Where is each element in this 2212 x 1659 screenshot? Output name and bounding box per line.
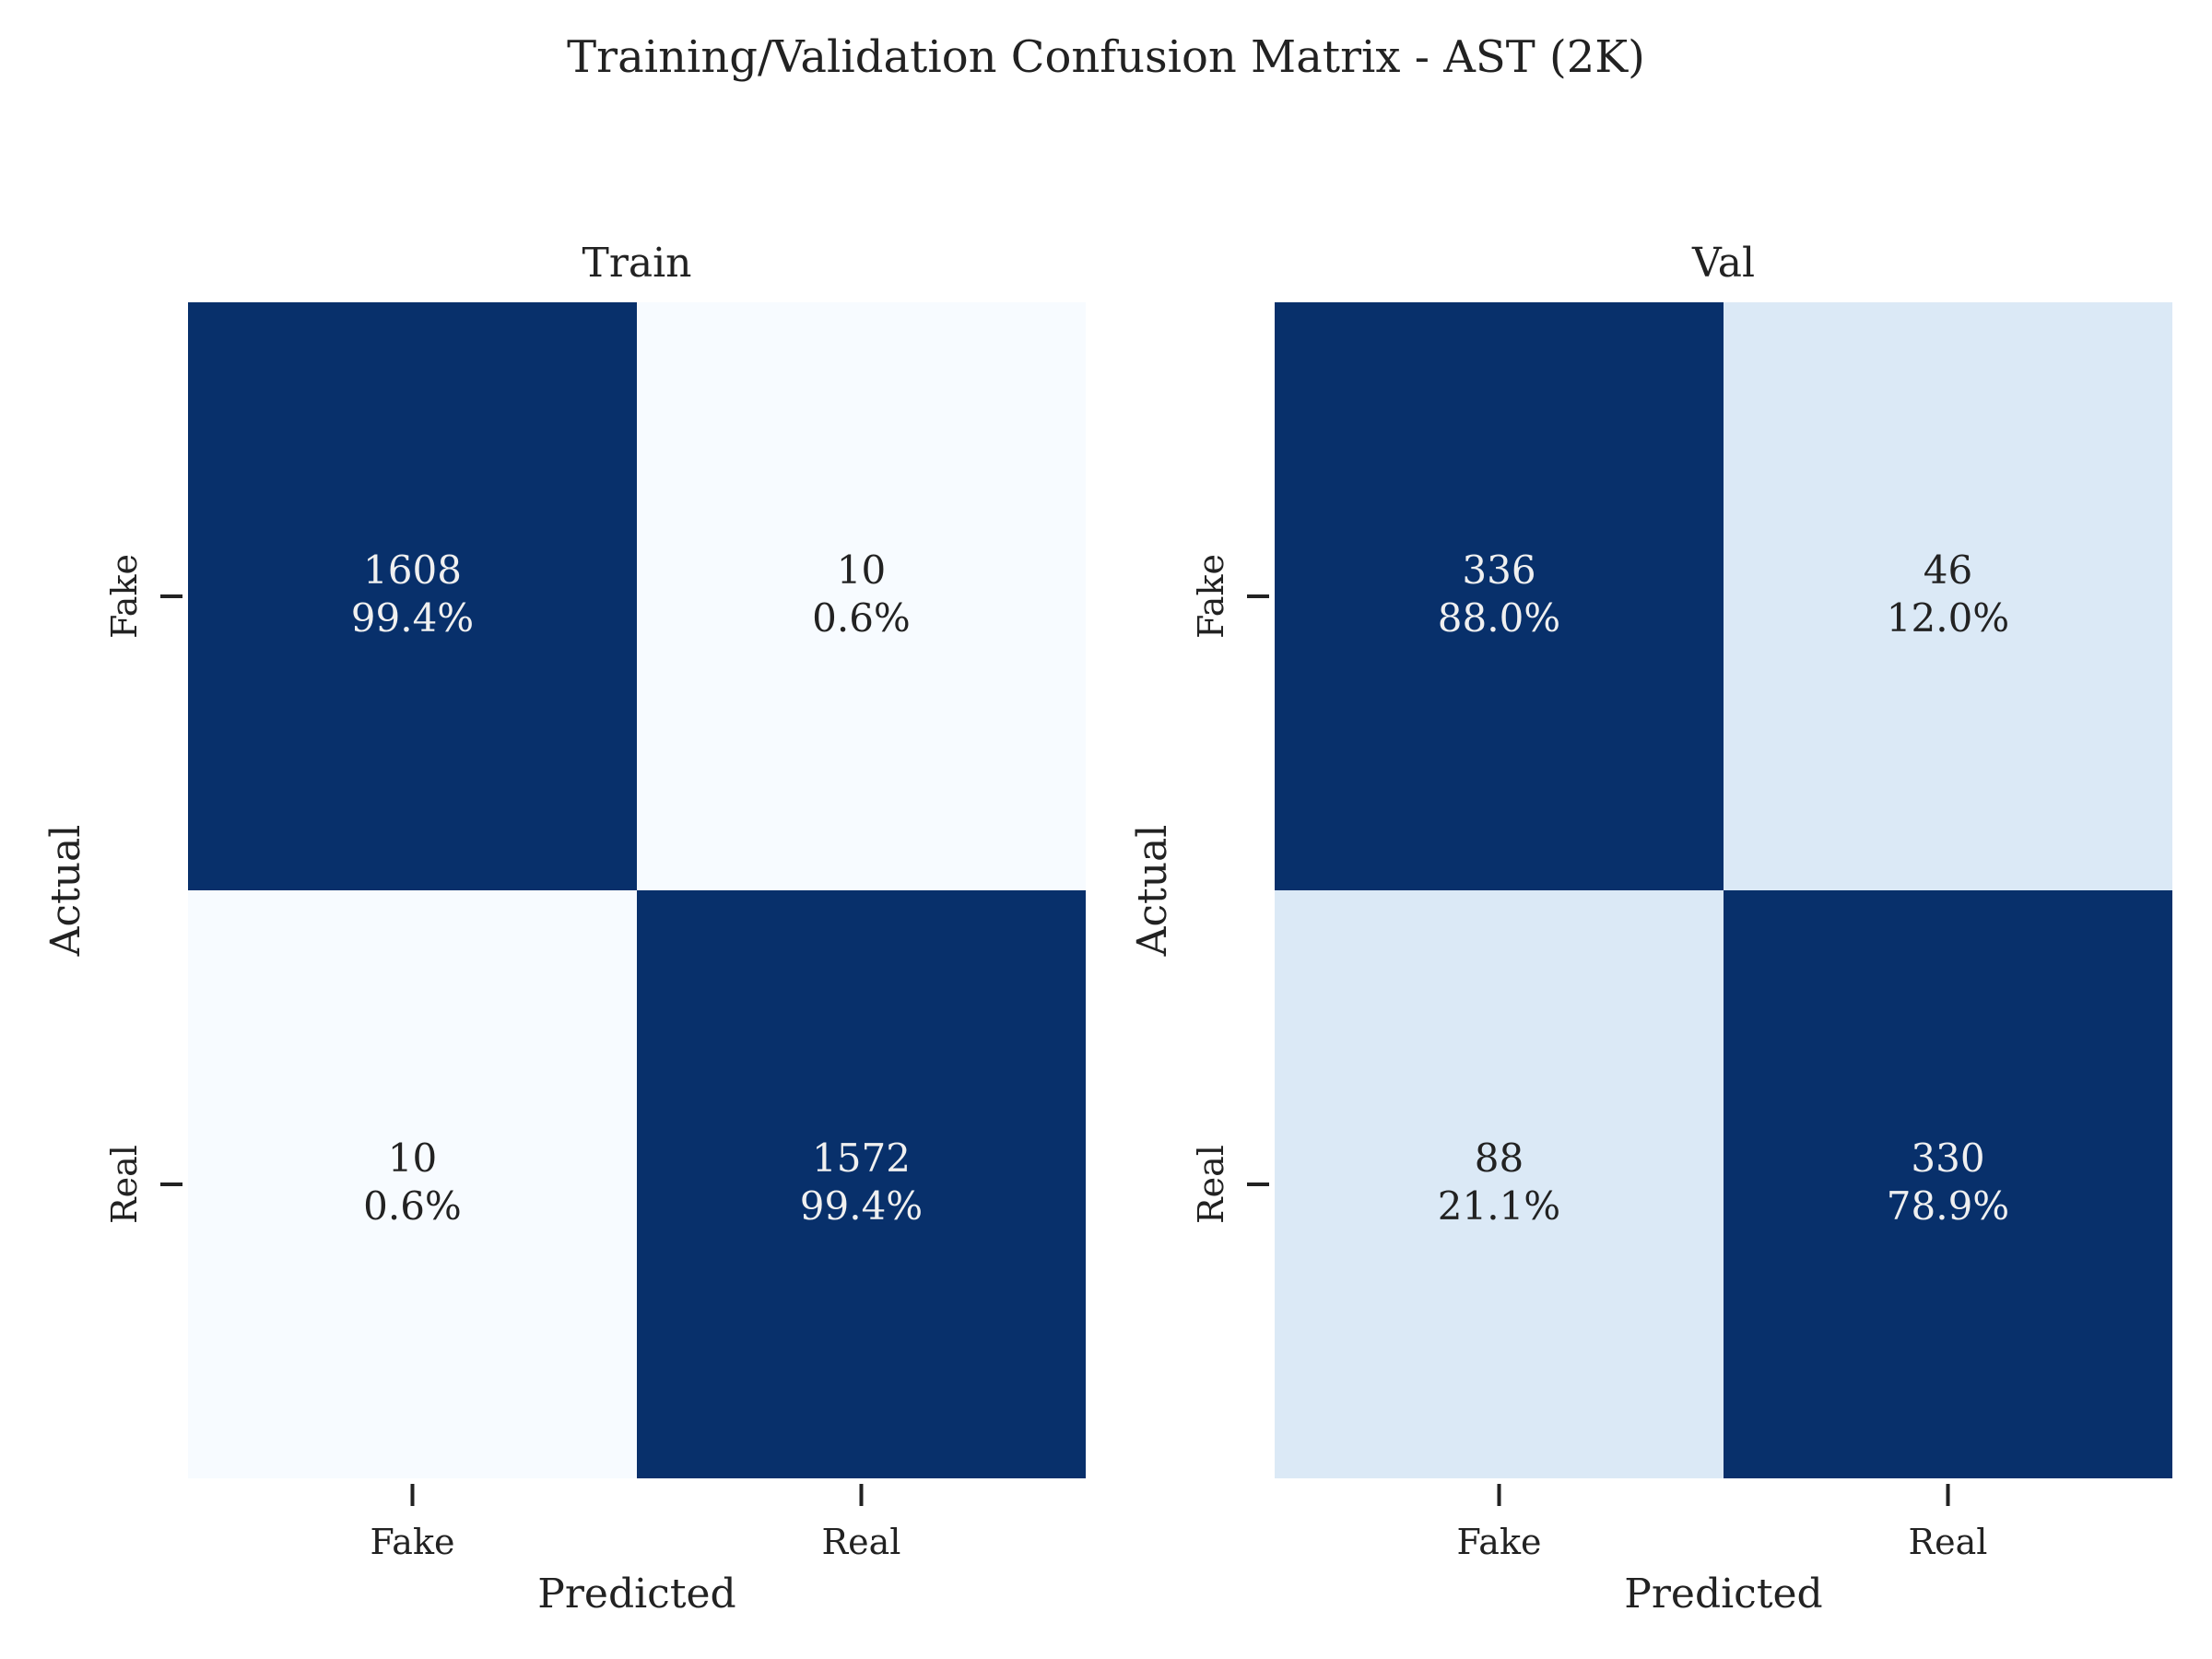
cell-percent-label: 0.6% xyxy=(363,1183,462,1229)
y-tick-label: Real xyxy=(104,1145,145,1224)
cell-count-label: 46 xyxy=(1924,547,1972,593)
cell-percent-label: 21.1% xyxy=(1438,1183,1560,1229)
x-tick-label: Real xyxy=(1909,1522,1988,1562)
cell-percent-label: 78.9% xyxy=(1887,1183,2009,1229)
y-tick-label: Fake xyxy=(1191,554,1231,639)
cell-count-label: 10 xyxy=(837,547,886,593)
x-tick-label: Real xyxy=(822,1522,901,1562)
cell-percent-label: 99.4% xyxy=(351,595,474,641)
heatmap-cell xyxy=(1275,890,1724,1478)
heatmap-cell xyxy=(1724,890,2172,1478)
x-tick-label: Fake xyxy=(1457,1522,1542,1562)
cell-percent-label: 88.0% xyxy=(1438,595,1560,641)
x-axis-label: Predicted xyxy=(537,1571,735,1618)
heatmap-cell xyxy=(637,302,1086,890)
cell-percent-label: 12.0% xyxy=(1887,595,2009,641)
y-axis-label: Actual xyxy=(1129,825,1176,958)
cell-percent-label: 0.6% xyxy=(812,595,911,641)
cell-count-label: 10 xyxy=(388,1135,437,1181)
heatmap-cell xyxy=(188,302,637,890)
y-axis-label: Actual xyxy=(42,825,89,958)
x-tick-label: Fake xyxy=(371,1522,455,1562)
heatmap-cell xyxy=(1724,302,2172,890)
heatmap-cell xyxy=(637,890,1086,1478)
heatmap-cell xyxy=(188,890,637,1478)
cell-count-label: 88 xyxy=(1475,1135,1524,1181)
y-tick-label: Real xyxy=(1191,1145,1231,1224)
y-tick-label: Fake xyxy=(104,554,145,639)
panel-title: Val xyxy=(1691,240,1755,287)
cell-count-label: 1608 xyxy=(363,547,462,593)
panel-title: Train xyxy=(582,240,691,287)
cell-count-label: 336 xyxy=(1462,547,1535,593)
cell-count-label: 1572 xyxy=(812,1135,911,1181)
figure-title: Training/Validation Confusion Matrix - A… xyxy=(567,31,1645,83)
x-axis-label: Predicted xyxy=(1624,1571,1822,1618)
cell-percent-label: 99.4% xyxy=(800,1183,923,1229)
heatmap-cell xyxy=(1275,302,1724,890)
cell-count-label: 330 xyxy=(1911,1135,1984,1181)
